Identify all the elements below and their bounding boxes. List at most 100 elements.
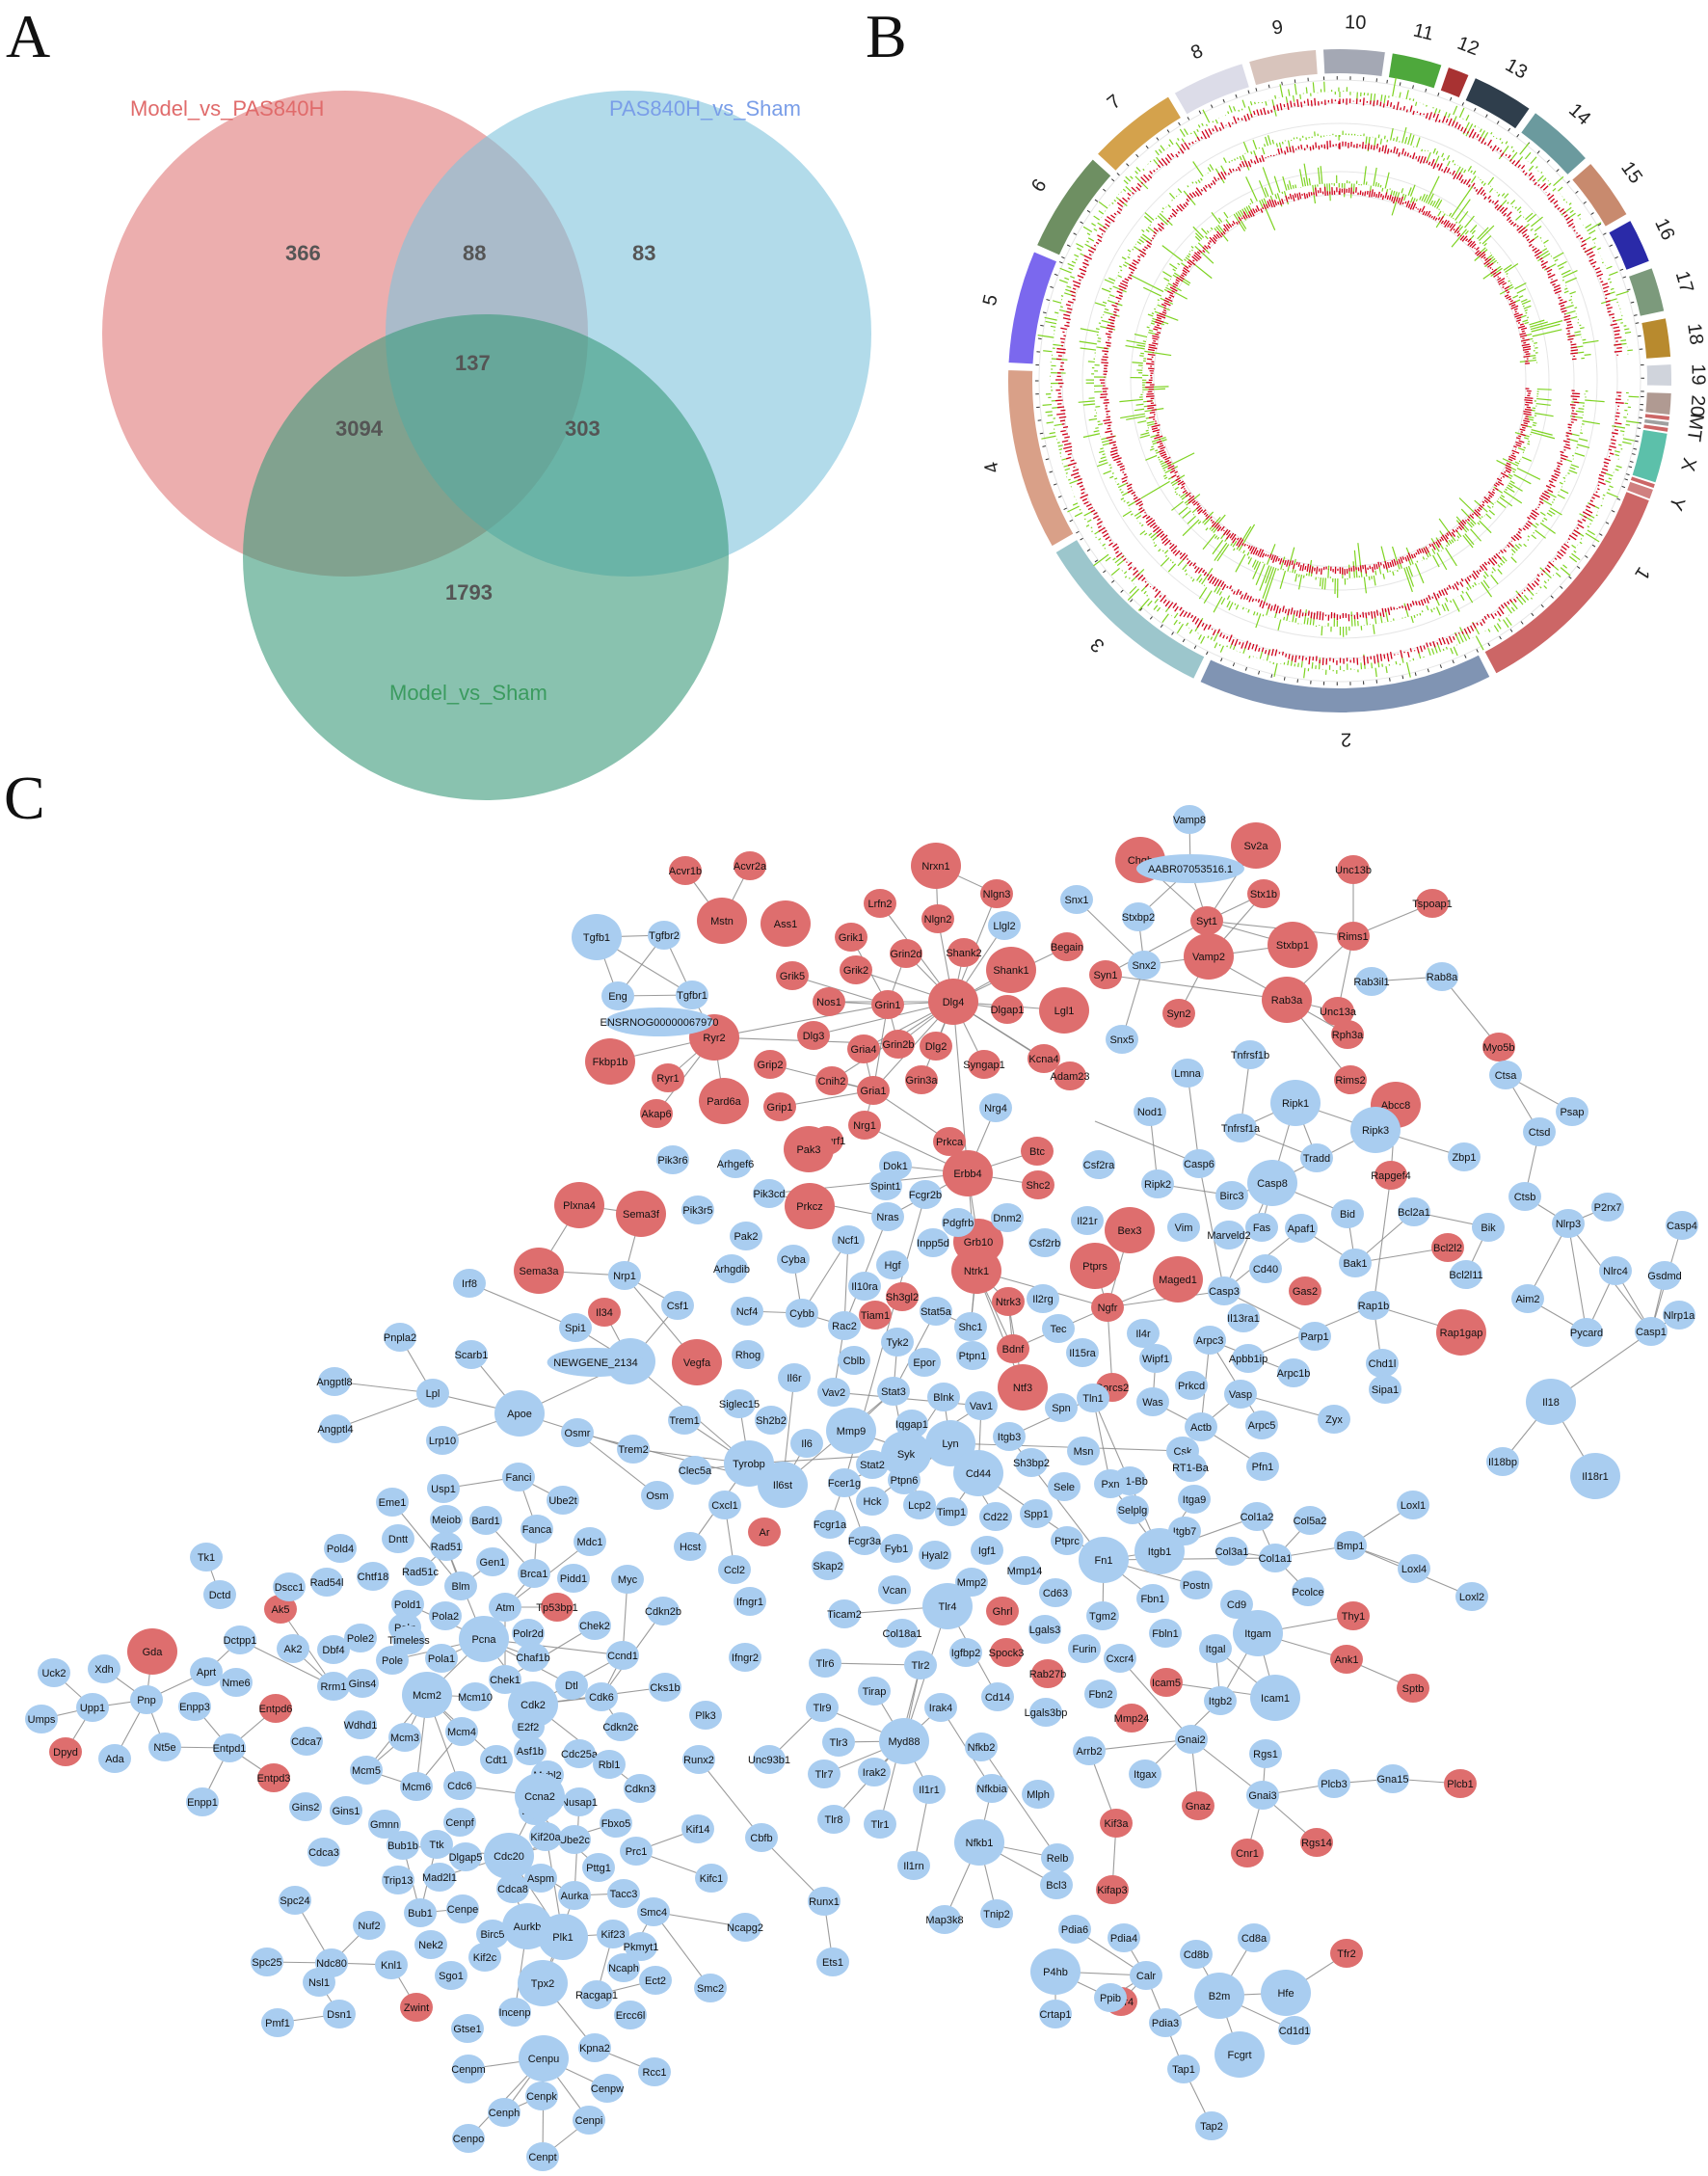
network-node-circle (876, 1250, 909, 1279)
network-node: Tp53bp1 (536, 1593, 578, 1622)
network-node: Col18a1 (883, 1619, 921, 1648)
network-node-label: Stat5a (921, 1306, 952, 1318)
network-node-label: Kifap3 (1097, 1885, 1127, 1896)
network-node: Pxn (1094, 1469, 1127, 1498)
network-edge (205, 1671, 237, 1683)
network-edge (512, 1888, 528, 1927)
network-edge (1240, 1127, 1318, 1159)
network-node-label: Nlrp1a (1664, 1310, 1695, 1322)
network-edge (1294, 1102, 1376, 1131)
network-node-circle (689, 1701, 722, 1730)
network-node: Plk1 (538, 1914, 588, 1960)
network-node-circle (1227, 1303, 1260, 1332)
network-node-label: Lcp2 (908, 1500, 931, 1512)
network-edge (519, 1360, 631, 1414)
network-edge (1373, 1304, 1462, 1333)
network-node-label: Pole2 (347, 1633, 374, 1645)
network-node-label: Gna15 (1376, 1774, 1408, 1786)
network-node-circle (484, 1833, 534, 1879)
network-node-circle (785, 1183, 835, 1229)
network-node: Bcl2l11 (1449, 1260, 1483, 1289)
network-node-label: Mmp14 (1007, 1566, 1043, 1577)
network-node-circle (617, 1435, 650, 1464)
network-edge (483, 1638, 573, 1686)
network-node-label: Entpd3 (257, 1773, 291, 1785)
network-node-circle (991, 995, 1024, 1024)
network-edge (541, 2057, 545, 2097)
network-node-label: Kif2c (473, 1952, 497, 1964)
network-edge (1349, 1545, 1473, 1598)
network-node-label: Apoe (507, 1409, 532, 1420)
network-node-circle (580, 1980, 613, 2009)
network-node-circle (1022, 1780, 1054, 1809)
network-node-label: Loxl1 (1401, 1500, 1426, 1512)
network-node-label: Snx2 (1132, 960, 1156, 972)
network-node-label: Gda (143, 1647, 164, 1658)
network-node-label: Cdkn2b (645, 1606, 681, 1618)
network-node-circle (273, 1572, 306, 1601)
network-node-label: Fas (1253, 1222, 1271, 1234)
network-node-circle (1300, 1828, 1333, 1857)
network-edge (887, 1001, 954, 1006)
network-node-label: Rapgef4 (1371, 1170, 1411, 1182)
network-node-circle (880, 1534, 913, 1563)
network-node-circle (625, 1932, 657, 1961)
network-node-circle (1300, 1143, 1333, 1172)
network-edge (821, 1706, 905, 1742)
venn-count-only-b: 83 (632, 241, 655, 265)
chromosome-15-label: 15 (1616, 158, 1646, 188)
network-node: Hfe (1261, 1970, 1311, 2016)
network-node: Cdca7 (290, 1727, 323, 1756)
network-edge (426, 1638, 485, 1696)
network-node-label: Hfe (1277, 1988, 1294, 2000)
network-node-label: Uck2 (41, 1668, 66, 1679)
network-node-label: Btc (1029, 1146, 1045, 1158)
network-node-circle (559, 1313, 592, 1342)
network-node-circle (1270, 1080, 1321, 1126)
venn-set-b-circle (386, 91, 871, 577)
network-node: Cenpm (451, 2055, 486, 2083)
network-node: Tyk2 (881, 1328, 914, 1357)
network-edge (975, 1270, 1009, 1303)
network-node-circle (400, 1772, 433, 1801)
network-node-label: Nfkb2 (968, 1742, 996, 1754)
network-node-circle (1066, 1338, 1099, 1367)
network-node-circle (1552, 1209, 1585, 1238)
network-node-circle (376, 1646, 409, 1675)
network-node: Grik5 (776, 961, 809, 990)
network-edge (1262, 1753, 1267, 1796)
network-node-circle (1051, 1526, 1083, 1555)
network-node-circle (573, 2106, 605, 2135)
network-node-label: Cdc25a (561, 1749, 599, 1760)
network-node: Pak2 (730, 1222, 762, 1250)
network-edge (935, 865, 998, 895)
network-node-label: Cdkn2c (602, 1722, 639, 1733)
network-edge (782, 1390, 894, 1486)
network-node: Spp1 (1020, 1499, 1053, 1528)
network-node: Chaf1b (516, 1643, 550, 1672)
network-node-circle (656, 1145, 689, 1174)
network-edge (399, 1336, 434, 1394)
network-node-label: AABR07053516.1 (1148, 864, 1233, 875)
network-node: Cdc25a (561, 1739, 599, 1768)
network-edge (574, 1327, 631, 1362)
network-node-label: Ect2 (645, 1975, 666, 1987)
network-edge (503, 2057, 545, 2113)
network-node-circle (572, 914, 622, 960)
network-node-label: Csf1 (667, 1301, 689, 1312)
network-edge (426, 1694, 497, 1760)
network-node-circle (1167, 1213, 1200, 1242)
network-node-circle (1028, 1615, 1061, 1644)
network-node-label: Nfkb1 (966, 1838, 994, 1849)
network-node-label: Nme6 (222, 1678, 250, 1689)
network-node: Smc2 (694, 1974, 727, 2002)
network-node: Itgb1 (1134, 1528, 1185, 1574)
network-node: Il34 (588, 1298, 621, 1327)
network-node: Ppib (1094, 1983, 1127, 2012)
network-node-circle (1180, 1571, 1213, 1599)
network-node-label: Spi1 (565, 1323, 586, 1334)
network-node: Lrp10 (426, 1426, 459, 1455)
network-node: Bcl3 (1040, 1870, 1073, 1899)
network-node: Csf1 (661, 1291, 694, 1320)
network-node-label: Ada (105, 1754, 124, 1765)
